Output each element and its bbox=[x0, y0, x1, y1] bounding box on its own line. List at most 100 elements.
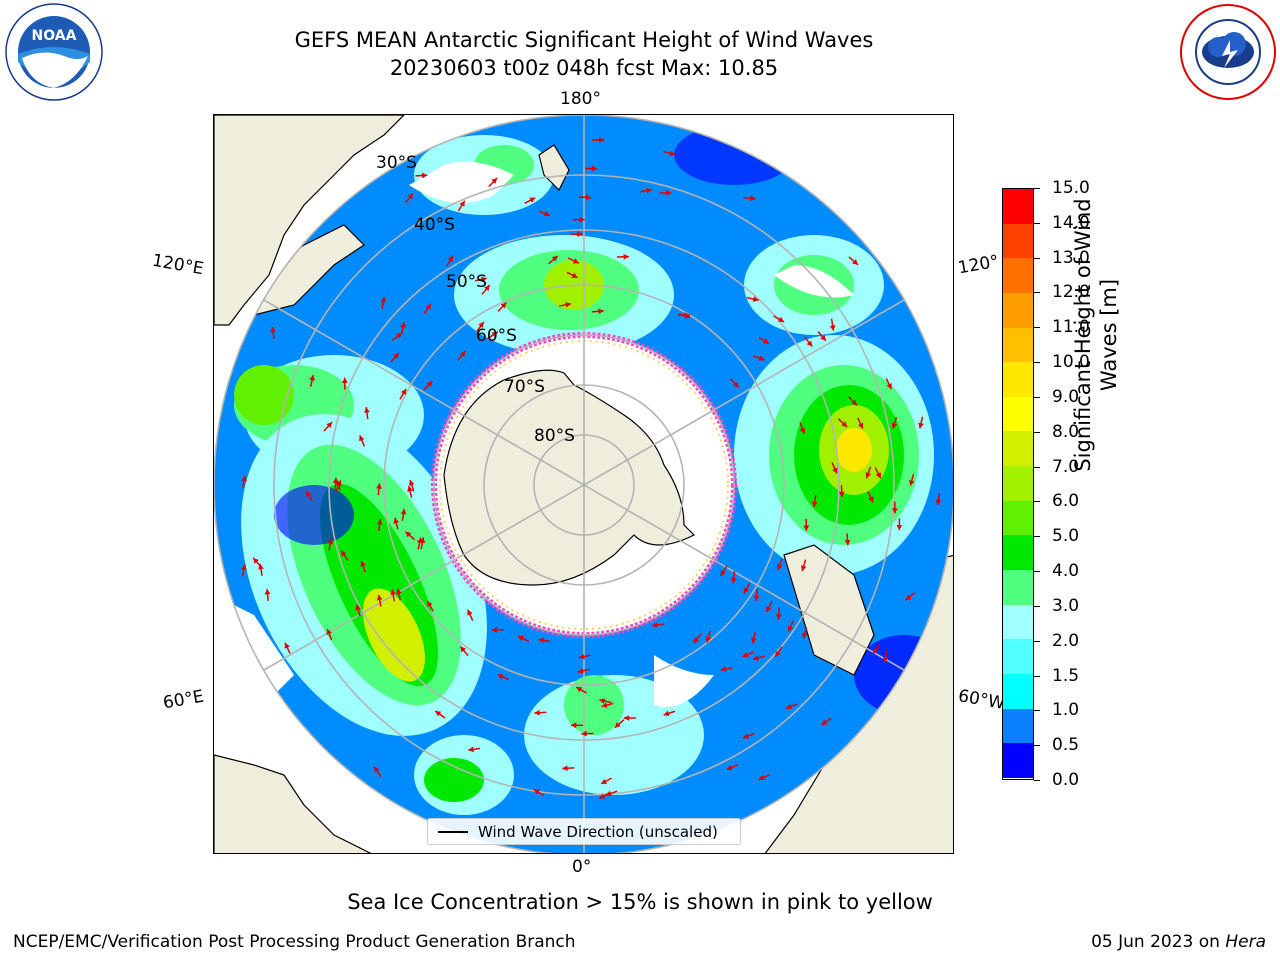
colorbar-segment bbox=[1003, 743, 1033, 778]
wind-arrow-head bbox=[491, 177, 498, 184]
lon-label-0: 0° bbox=[572, 857, 592, 877]
wind-arrow-head bbox=[484, 285, 490, 291]
wind-arrow-head bbox=[891, 508, 898, 514]
wind-arrow-head bbox=[400, 388, 407, 395]
wind-arrow-head bbox=[241, 475, 247, 482]
wind-arrow-head bbox=[844, 539, 851, 546]
wind-arrow-head bbox=[533, 789, 540, 795]
lon-label-60w: 60°W bbox=[956, 686, 1007, 714]
wind-arrow-head bbox=[801, 632, 808, 639]
wind-arrow-head bbox=[730, 577, 737, 584]
colorbar-segment bbox=[1003, 535, 1033, 571]
wind-arrow-head bbox=[364, 407, 370, 413]
lat-label-80: 80°S bbox=[534, 426, 575, 446]
wind-arrow-head bbox=[408, 479, 415, 486]
colorbar-segment bbox=[1003, 189, 1033, 224]
wind-arrow-head bbox=[891, 422, 898, 429]
colorbar-tick-mark bbox=[1034, 640, 1040, 642]
wind-arrow-head bbox=[851, 399, 858, 406]
colorbar-tick-mark bbox=[1034, 675, 1040, 677]
wind-arrow-head bbox=[601, 702, 608, 708]
wind-arrow-head bbox=[517, 635, 524, 642]
wind-arrow-head bbox=[426, 381, 433, 387]
wind-arrow-head bbox=[599, 137, 605, 143]
wind-arrow-head bbox=[705, 636, 712, 643]
wind-arrow-head bbox=[326, 628, 332, 635]
title-line-2: 20230603 t00z 048h fcst Max: 10.85 bbox=[389, 56, 779, 80]
colorbar-tick-mark bbox=[1034, 745, 1040, 747]
map-canvas: 30°S 40°S 50°S 60°S 70°S 80°S bbox=[214, 115, 953, 853]
wind-arrow-head bbox=[865, 472, 871, 479]
wind-arrow-head bbox=[376, 483, 382, 489]
wind-arrow-head bbox=[614, 721, 621, 728]
footer-date: 05 Jun 2023 on Hera bbox=[1091, 932, 1266, 952]
wind-arrow-head bbox=[762, 338, 769, 344]
wind-arrow-head bbox=[405, 531, 412, 538]
wind-arrow-head bbox=[743, 733, 750, 739]
wind-arrow-head bbox=[491, 626, 498, 633]
wind-arrow-head bbox=[750, 195, 756, 202]
colorbar-tick-mark bbox=[1034, 362, 1040, 364]
wind-arrow-head bbox=[599, 793, 606, 799]
colorbar-segment bbox=[1003, 500, 1033, 536]
wind-arrow-head bbox=[562, 765, 568, 772]
wind-arrow-head bbox=[497, 674, 504, 680]
colorbar-tick-label: 11.0 bbox=[1052, 317, 1090, 338]
lat-label-40: 40°S bbox=[414, 215, 455, 235]
colorbar-tick-label: 15.0 bbox=[1052, 178, 1090, 198]
colorbar-segment bbox=[1003, 223, 1033, 259]
wind-arrow-head bbox=[752, 655, 759, 661]
wind-arrow-head bbox=[491, 331, 498, 338]
wind-arrow-head bbox=[376, 594, 383, 601]
wind-arrow-head bbox=[435, 711, 442, 717]
colorbar-tick-label: 10.0 bbox=[1052, 352, 1090, 373]
wind-arrow-head bbox=[800, 565, 807, 572]
wind-arrow-head bbox=[551, 255, 558, 262]
lat-label-70: 70°S bbox=[504, 377, 545, 397]
wind-arrow-head bbox=[935, 499, 942, 506]
colorbar-tick-label: 14.0 bbox=[1052, 212, 1090, 233]
wind-arrow-head bbox=[360, 560, 366, 567]
colorbar-tick-label: 0.0 bbox=[1052, 770, 1080, 790]
colorbar-segment bbox=[1003, 604, 1033, 640]
wind-arrow-head bbox=[577, 231, 583, 238]
wind-arrow-head bbox=[538, 637, 545, 644]
colorbar-segment bbox=[1003, 708, 1033, 744]
colorbar-tick-mark bbox=[1034, 222, 1040, 224]
wind-arrow-head bbox=[380, 296, 387, 303]
legend-label: Wind Wave Direction (unscaled) bbox=[478, 823, 718, 841]
wind-arrow-head bbox=[742, 652, 749, 658]
colorbar-tick-mark bbox=[1034, 501, 1040, 503]
wind-arrow-head bbox=[775, 614, 782, 620]
colorbar-segment bbox=[1003, 327, 1033, 363]
colorbar-tick-label: 4.0 bbox=[1052, 561, 1080, 582]
colorbar-segment bbox=[1003, 673, 1033, 709]
graticule bbox=[214, 115, 953, 853]
wind-arrow-head bbox=[775, 650, 781, 657]
colorbar-tick-label: 3.0 bbox=[1052, 595, 1080, 616]
wind-arrow-head bbox=[565, 301, 571, 308]
wind-arrow-head bbox=[332, 477, 339, 484]
colorbar-segment bbox=[1003, 431, 1033, 467]
wind-arrow-head bbox=[447, 255, 453, 262]
wind-arrow-head bbox=[803, 525, 810, 531]
colorbar-tick-label: 2.0 bbox=[1052, 630, 1080, 651]
wind-arrow-head bbox=[481, 276, 487, 283]
wind-arrow-head bbox=[571, 272, 578, 278]
colorbar-tick-label: 1.0 bbox=[1052, 700, 1080, 721]
wind-arrow-head bbox=[396, 333, 403, 339]
wind-arrow-head bbox=[785, 703, 792, 710]
wind-arrow-head bbox=[460, 646, 466, 653]
wind-arrow-head bbox=[390, 589, 396, 596]
wind-arrow-head bbox=[400, 322, 406, 328]
wind-arrow-head bbox=[720, 666, 727, 672]
colorbar-tick-mark bbox=[1034, 466, 1040, 468]
wind-arrow-head bbox=[407, 486, 413, 492]
colorbar-tick-mark bbox=[1034, 710, 1040, 712]
colorbar-tick-mark bbox=[1034, 257, 1040, 259]
colorbar-segment bbox=[1003, 396, 1033, 432]
wind-arrow-head bbox=[875, 472, 881, 479]
wind-arrow-head bbox=[908, 479, 915, 486]
wind-arrow-head bbox=[459, 200, 465, 207]
wind-arrow-head bbox=[777, 564, 783, 571]
